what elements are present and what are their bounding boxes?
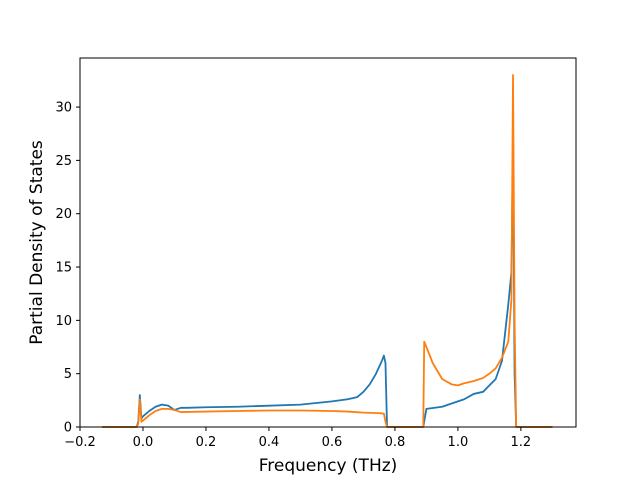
y-tick-label: 25: [55, 154, 72, 169]
plot-lines: [102, 74, 553, 428]
x-tick-label: 1.2: [511, 435, 532, 450]
y-tick-label: 15: [55, 261, 72, 276]
y-tick-label: 10: [55, 314, 72, 329]
plot-frame: [79, 57, 577, 428]
y-axis-ticks: 0 5 10 15 20 25 30: [55, 101, 80, 436]
x-tick-label: −0.2: [64, 435, 96, 450]
x-tick-label: 0.6: [322, 435, 343, 450]
x-tick-label: 0.0: [133, 435, 154, 450]
y-tick-label: 30: [55, 101, 72, 116]
y-tick-label: 5: [64, 367, 72, 382]
x-tick-label: 0.4: [259, 435, 280, 450]
x-tick-label: 0.8: [385, 435, 406, 450]
y-axis-label: Partial Density of States: [27, 140, 47, 345]
series-line-1: [102, 143, 553, 428]
x-tick-label: 1.0: [448, 435, 469, 450]
y-tick-label: 20: [55, 207, 72, 222]
y-tick-label: 0: [64, 421, 72, 436]
x-axis-label: Frequency (THz): [259, 456, 398, 476]
x-axis-ticks: −0.2 0.0 0.2 0.4 0.6 0.8 1.0 1.2: [64, 427, 531, 450]
series-line-2: [102, 74, 553, 428]
x-tick-label: 0.2: [196, 435, 217, 450]
